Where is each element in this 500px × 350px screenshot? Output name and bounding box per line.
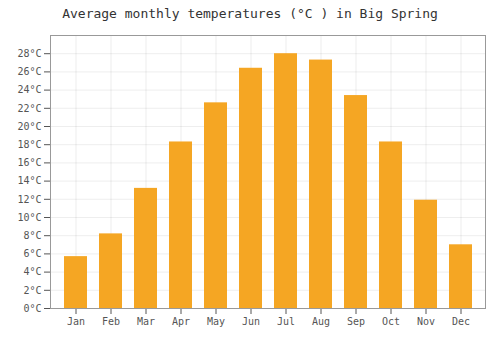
svg-text:8°C: 8°C — [23, 230, 41, 241]
svg-text:24°C: 24°C — [17, 84, 41, 95]
svg-text:Aug: Aug — [312, 316, 330, 327]
svg-text:Jul: Jul — [277, 316, 295, 327]
html-text:Average monthly temperatures (: Average monthly temperatures (°C ) in Bi… — [62, 6, 438, 21]
svg-text:28°C: 28°C — [17, 48, 41, 59]
svg-text:26°C: 26°C — [17, 66, 41, 77]
svg-text:May: May — [207, 316, 225, 327]
svg-text:6°C: 6°C — [23, 248, 41, 259]
svg-text:Jun: Jun — [242, 316, 260, 327]
svg-text:0°C: 0°C — [23, 303, 41, 314]
svg-text:Apr: Apr — [172, 316, 190, 327]
svg-text:18°C: 18°C — [17, 139, 41, 150]
svg-text:20°C: 20°C — [17, 121, 41, 132]
svg-text:4°C: 4°C — [23, 266, 41, 277]
svg-text:Dec: Dec — [452, 316, 470, 327]
svg-text:Mar: Mar — [137, 316, 155, 327]
svg-text:14°C: 14°C — [17, 175, 41, 186]
svg-text:22°C: 22°C — [17, 103, 41, 114]
svg-text:2°C: 2°C — [23, 285, 41, 296]
svg-text:Feb: Feb — [102, 316, 120, 327]
svg-text:Nov: Nov — [417, 316, 435, 327]
svg-text:Oct: Oct — [382, 316, 400, 327]
svg-text:16°C: 16°C — [17, 157, 41, 168]
svg-text:Jan: Jan — [67, 316, 85, 327]
svg-text:12°C: 12°C — [17, 194, 41, 205]
svg-text:Sep: Sep — [347, 316, 365, 327]
svg-text:10°C: 10°C — [17, 212, 41, 223]
